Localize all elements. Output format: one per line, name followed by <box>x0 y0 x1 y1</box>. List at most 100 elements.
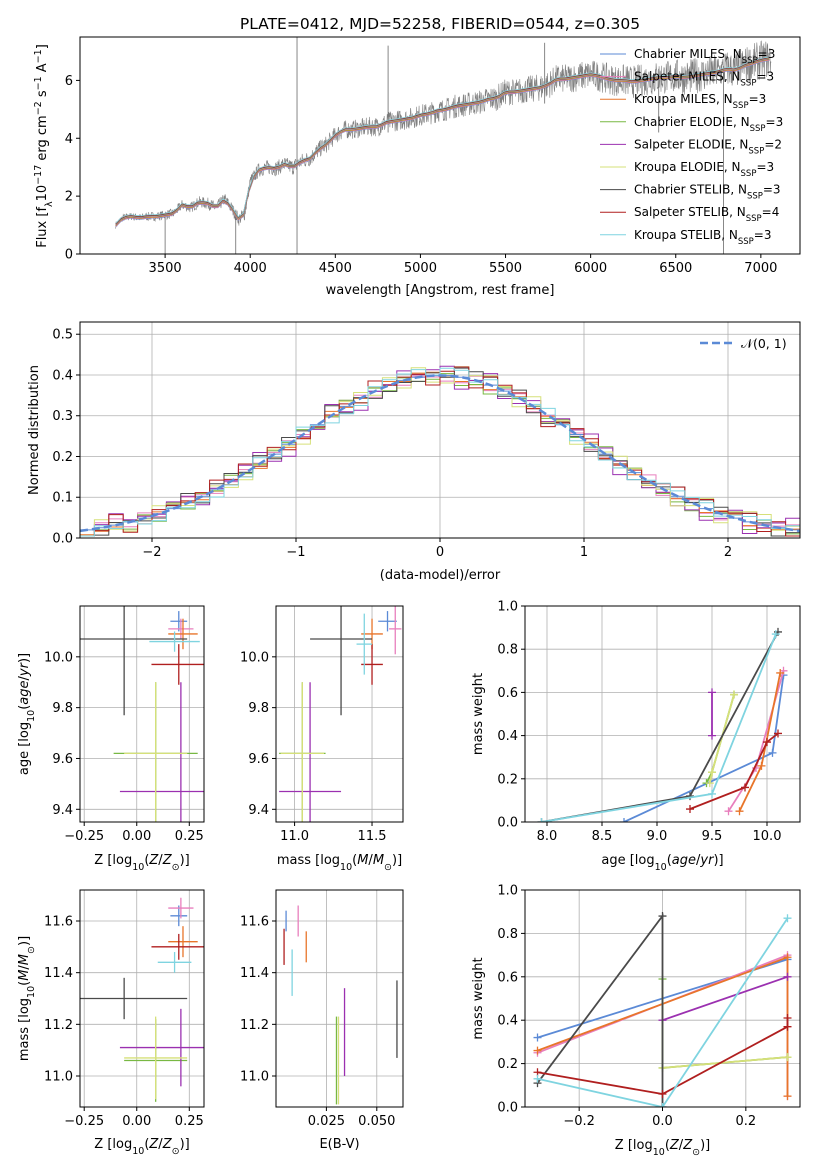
weight-marker <box>774 729 782 738</box>
y-tick-label: 9.4 <box>248 803 269 818</box>
legend-text: Salpeter STELIB, N <box>634 205 746 219</box>
weight-marker <box>686 792 694 801</box>
y-tick-label: 9.6 <box>52 752 73 767</box>
legend-sub: SSP <box>742 56 758 66</box>
x-tick-label: 0.25 <box>175 829 204 844</box>
x-tick-label: −0.2 <box>563 1114 595 1129</box>
normal-curve <box>80 374 800 533</box>
legend-entry: Kroupa MILES, NSSP=3 <box>634 92 766 111</box>
axes-frame <box>79 36 801 255</box>
y-tick-label: 0.4 <box>497 1014 518 1029</box>
label-part: ( <box>352 853 357 868</box>
errorbar-kroupa-elodie <box>280 682 325 822</box>
x-tick-label: −0.25 <box>64 1114 104 1129</box>
legend-tail: =3 <box>754 228 772 242</box>
y-tick-label: 0.3 <box>52 409 73 424</box>
x-tick-label: −1 <box>286 545 305 560</box>
legend-sub: SSP <box>733 101 749 111</box>
label-part: mass weight <box>471 673 486 755</box>
label-part: 10 <box>653 1147 665 1158</box>
y-axis-label: Flux [fλ10−17 erg cm−2 s−1 A−1] <box>33 44 55 248</box>
weight-marker <box>658 1103 667 1107</box>
x-axis-label: age [log10(age/yr)] <box>601 853 723 873</box>
y-tick-label: 0.1 <box>52 491 73 506</box>
y-tick-label: 1.0 <box>497 600 518 615</box>
y-axis-label: mass weight <box>471 673 486 755</box>
weight-marker <box>724 807 733 816</box>
x-axis-label: wavelength [Angstrom, rest frame] <box>326 283 555 298</box>
label-part: Z <box>669 1138 680 1153</box>
x-axis-label: Z [log10(Z/Z⊙)] <box>94 1137 189 1157</box>
legend-entry: Kroupa STELIB, NSSP=3 <box>634 228 772 247</box>
weight-marker <box>783 1053 792 1062</box>
label-part: age [log <box>601 853 654 868</box>
y-tick-label: 11.0 <box>240 1070 269 1085</box>
weight-marker <box>768 748 777 757</box>
plot-area <box>537 627 788 822</box>
errorbar-kroupa-elodie <box>124 1016 188 1100</box>
axes-frame <box>275 605 404 823</box>
weight-marker <box>658 912 667 921</box>
x-tick-label: 11.0 <box>280 829 309 844</box>
label-part: Z <box>682 1138 693 1153</box>
y-tick-label: 0.4 <box>52 368 73 383</box>
axes-frame <box>79 889 205 1108</box>
weight-marker <box>730 690 738 699</box>
label-part: M <box>17 954 32 965</box>
plot-area <box>115 37 772 254</box>
weight-marker <box>741 783 749 792</box>
legend-sub: SSP <box>748 146 764 156</box>
legend-sub: SSP <box>747 192 763 202</box>
legend-tail: =4 <box>762 205 780 219</box>
label-part: )] <box>180 1137 190 1152</box>
y-axis-label: mass [log10(M/M⊙)] <box>17 936 37 1061</box>
weight-line <box>537 1018 789 1095</box>
model-spectrum-kroupa-stelib <box>115 56 770 224</box>
label-part: age <box>672 853 696 868</box>
y-tick-label: 0.2 <box>497 1057 518 1072</box>
axes-frame <box>275 889 404 1108</box>
y-tick-label: 4 <box>65 132 73 147</box>
x-tick-label: 5500 <box>489 261 522 276</box>
y-tick-label: 0.2 <box>497 772 518 787</box>
weight-series-kroupa-elodie <box>705 690 738 788</box>
errorbar-chabrier-miles <box>170 611 188 632</box>
label-part: Flux [f <box>35 207 50 248</box>
label-part: ⊙ <box>172 862 180 873</box>
label-part: s <box>35 90 50 101</box>
y-tick-label: 9.8 <box>52 701 73 716</box>
label-part: age <box>17 680 32 704</box>
residual-legend: 𝒩(0, 1) <box>700 336 787 351</box>
errorbar-salpeter-elodie <box>279 682 342 822</box>
label-part: ( <box>17 705 32 710</box>
label-part: Z <box>148 853 159 868</box>
weight-marker <box>708 731 716 740</box>
legend-entry: Salpeter ELODIE, NSSP=2 <box>634 137 782 156</box>
x-tick-label: 0.00 <box>122 1114 151 1129</box>
legend-entry: Kroupa ELODIE, NSSP=3 <box>634 160 774 179</box>
x-tick-label: 8.5 <box>592 829 613 844</box>
y-tick-label: 9.6 <box>248 752 269 767</box>
label-part: 10 <box>340 862 352 873</box>
weight-marker <box>533 1033 542 1042</box>
errorbar-salpeter-miles <box>389 606 402 655</box>
errorbar-salpeter-stelib <box>151 933 204 960</box>
label-part: / <box>17 675 32 680</box>
errorbar-chabrier-stelib <box>80 606 188 716</box>
weight-line <box>662 975 788 1022</box>
y-tick-label: 0.8 <box>497 643 518 658</box>
errorbar-salpeter-miles <box>168 897 194 919</box>
plot-area <box>533 912 792 1107</box>
label-part: / <box>679 1138 684 1153</box>
label-part: 10 <box>132 1146 144 1157</box>
label-part: Z [log <box>94 1137 132 1152</box>
x-tick-label: 1 <box>580 545 588 560</box>
label-part: Z <box>162 1137 173 1152</box>
weight-marker <box>533 1074 542 1083</box>
y-tick-label: 6 <box>65 74 73 89</box>
panel-mass-vs-ebv: 0.025 0.050 11.0 11.2 11.4 11.6 E(B-V) <box>240 889 404 1152</box>
label-part: erg cm <box>35 115 50 164</box>
y-tick-label: 0.2 <box>52 450 73 465</box>
plot-area <box>283 905 398 1105</box>
